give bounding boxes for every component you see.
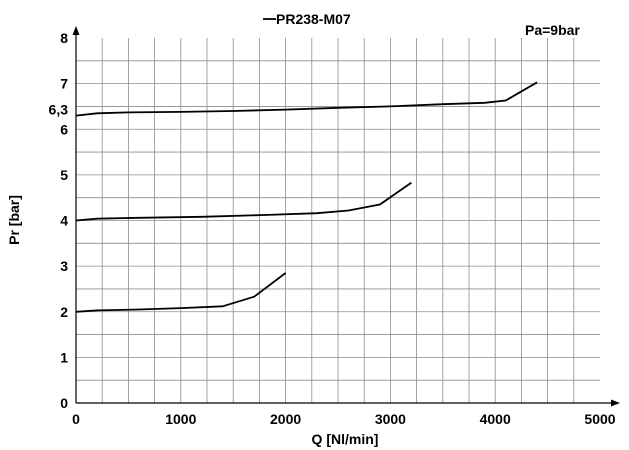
grid <box>76 38 600 403</box>
y-tick-label: 7 <box>60 76 68 92</box>
x-tick-label: 0 <box>72 411 80 427</box>
x-tick-label: 2000 <box>270 411 301 427</box>
series-lines <box>75 81 538 313</box>
y-tick-label: 2 <box>60 304 68 320</box>
series-line-1 <box>75 81 538 117</box>
x-axis-title: Q [Nl/min] <box>312 431 379 447</box>
series-line-2 <box>75 181 412 222</box>
x-tick-label: 1000 <box>165 411 196 427</box>
y-axis-arrow <box>72 26 80 35</box>
series-line-3 <box>75 272 287 313</box>
y-tick-label: 1 <box>60 349 68 365</box>
axes <box>72 26 620 407</box>
y-tick-label: 3 <box>60 258 68 274</box>
y-tick-label-extra: 6,3 <box>49 102 69 118</box>
tick-labels: 0 1000 2000 3000 4000 5000 0 1 2 3 4 5 6 7 8 6,3 <box>49 30 616 427</box>
y-tick-label: 4 <box>60 213 68 229</box>
y-tick-label: 8 <box>60 30 68 46</box>
y-tick-label: 6 <box>60 121 68 137</box>
x-tick-label: 4000 <box>480 411 511 427</box>
y-axis-title: Pr [bar] <box>6 195 22 245</box>
x-tick-label: 3000 <box>375 411 406 427</box>
y-tick-label: 0 <box>60 395 68 411</box>
chart-title: PR238-M07 <box>276 11 351 27</box>
pressure-annotation: Pa=9bar <box>525 22 580 38</box>
x-axis-arrow <box>611 399 620 407</box>
x-tick-label: 5000 <box>584 411 615 427</box>
y-tick-label: 5 <box>60 167 68 183</box>
